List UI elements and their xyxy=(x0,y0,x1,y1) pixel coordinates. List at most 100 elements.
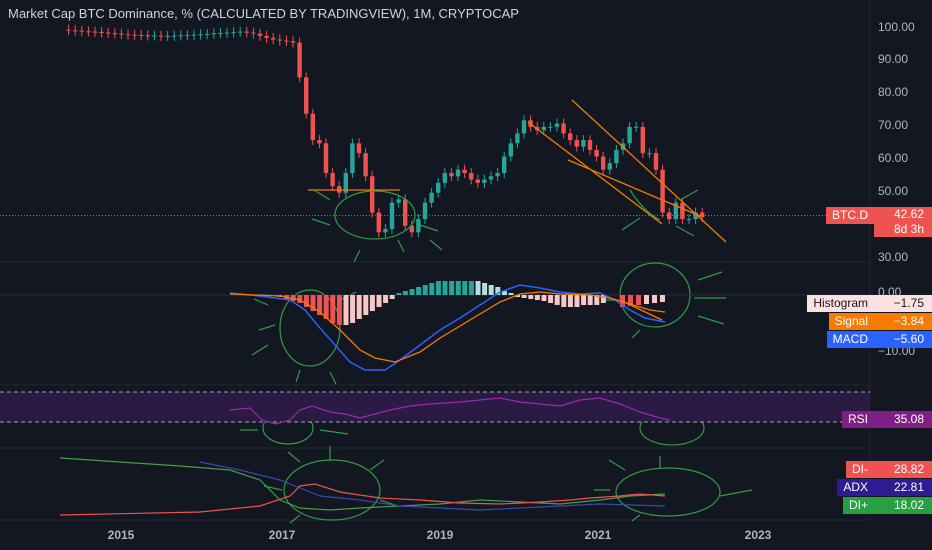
candle-body xyxy=(647,153,652,155)
candle-body xyxy=(455,169,461,177)
histogram-bar xyxy=(323,295,329,319)
candle-body xyxy=(515,133,520,144)
histogram-bar xyxy=(303,295,309,307)
grid-lines xyxy=(0,0,871,521)
histogram-bar xyxy=(521,295,527,298)
signal-line xyxy=(229,291,666,363)
histogram-bar xyxy=(501,291,507,295)
di-minus-label: DI- xyxy=(846,461,874,478)
di-plus-line xyxy=(59,457,666,511)
candle-body xyxy=(125,34,131,36)
adx-value: 22.81 xyxy=(874,479,932,496)
price-axis-tick: 90.00 xyxy=(878,52,909,66)
di-minus-line xyxy=(59,483,666,516)
candle-body xyxy=(449,172,454,177)
histogram-bar xyxy=(495,287,501,295)
candle-body xyxy=(370,176,375,213)
candle-body xyxy=(290,41,296,43)
histogram-bar xyxy=(581,295,587,305)
histogram-bar xyxy=(449,281,455,295)
candle-body xyxy=(422,202,428,220)
candle-body xyxy=(521,120,527,134)
candle-body xyxy=(178,35,183,37)
candle-body xyxy=(660,169,665,213)
histogram-bar xyxy=(541,295,547,301)
candle-body xyxy=(594,149,599,157)
candle-body xyxy=(416,219,421,233)
candle-body xyxy=(66,29,71,31)
histogram-bar xyxy=(363,295,369,315)
histogram-bar xyxy=(343,295,349,325)
candle-body xyxy=(587,140,593,150)
candle-body xyxy=(383,228,388,233)
candle-body xyxy=(119,33,124,35)
price-axis-tick: 80.00 xyxy=(878,85,909,99)
histogram-bar xyxy=(468,281,474,295)
histogram-bar xyxy=(317,295,323,315)
histogram-bar xyxy=(383,295,389,303)
trend-lines xyxy=(308,99,727,321)
histogram-bar xyxy=(554,295,560,305)
candle-body xyxy=(614,149,619,164)
time-axis-tick: 2019 xyxy=(426,528,454,542)
candle-body xyxy=(251,32,256,34)
candle-body xyxy=(284,40,289,42)
macd-value: −5.60 xyxy=(874,331,932,348)
adx-label: ADX xyxy=(837,479,874,496)
histogram-bar xyxy=(528,295,534,299)
candle-body xyxy=(482,179,487,183)
macd-line xyxy=(229,284,666,371)
candle-body xyxy=(264,35,269,38)
rsi-value: 35.08 xyxy=(874,411,932,428)
candle-body xyxy=(389,202,395,229)
candle-body xyxy=(79,30,84,32)
histogram-bar xyxy=(652,295,657,303)
candle-body xyxy=(350,143,355,173)
price-axis-tick: 50.00 xyxy=(878,184,909,198)
histogram-bar xyxy=(462,281,468,295)
candle-body xyxy=(442,172,447,183)
candle-body xyxy=(601,156,606,170)
candle-body xyxy=(271,37,276,40)
candle-body xyxy=(139,34,144,36)
histogram-bar xyxy=(310,295,316,311)
histogram-bar xyxy=(416,287,422,295)
di-plus-label: DI+ xyxy=(842,497,874,514)
candles xyxy=(66,24,705,238)
histogram-bar xyxy=(330,295,336,323)
histogram-bar xyxy=(336,295,342,325)
candle-body xyxy=(429,192,434,203)
candle-body xyxy=(396,199,401,203)
histogram-bar xyxy=(548,295,554,303)
candle-body xyxy=(304,77,309,114)
candle-body xyxy=(343,172,348,193)
candle-body xyxy=(211,33,216,35)
candle-body xyxy=(502,156,507,173)
candle-body xyxy=(112,33,117,35)
histogram-bar xyxy=(620,295,625,307)
candle-body xyxy=(607,163,612,170)
candle-body xyxy=(568,133,573,141)
histogram-bar xyxy=(628,295,633,306)
di-plus-value: 18.02 xyxy=(874,497,932,514)
time-axis-tick: 2021 xyxy=(584,528,612,542)
histogram-bar xyxy=(455,281,461,295)
candle-body xyxy=(231,31,236,33)
candle-body xyxy=(627,126,632,144)
candle-body xyxy=(330,172,335,187)
histogram-bar xyxy=(376,295,382,307)
histogram-bar xyxy=(636,295,641,305)
candle-body xyxy=(198,34,203,36)
histogram-bar xyxy=(644,295,649,304)
candle-body xyxy=(152,35,157,37)
di-minus-value: 28.82 xyxy=(874,461,932,478)
rsi-label: RSI xyxy=(841,411,874,428)
candle-body xyxy=(257,33,263,36)
candle-body xyxy=(548,126,553,128)
candle-body xyxy=(495,172,500,177)
candle-body xyxy=(488,176,494,180)
histogram-bar xyxy=(442,281,448,295)
candle-body xyxy=(686,219,692,221)
signal-label: Signal xyxy=(828,313,874,330)
